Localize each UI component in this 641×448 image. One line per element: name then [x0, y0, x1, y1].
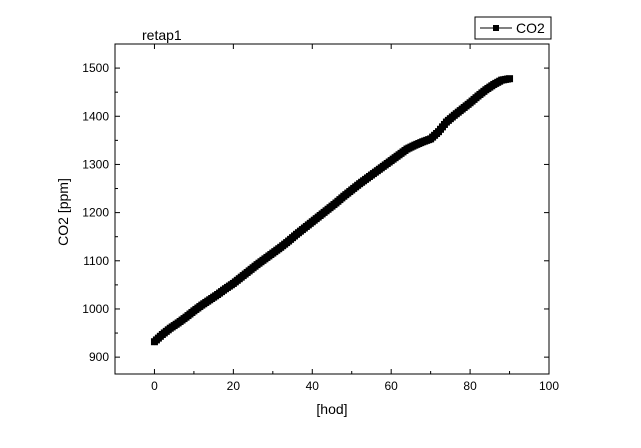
x-tick-label: 20 [227, 379, 241, 393]
data-point-dense [251, 262, 259, 270]
data-point-dense [306, 219, 314, 227]
data-point-dense [291, 232, 299, 240]
data-point-dense [283, 239, 291, 247]
data-point-dense [180, 315, 188, 323]
data-point-dense [346, 188, 354, 196]
data-point-dense [385, 158, 393, 166]
y-axis-title: CO2 [ppm] [55, 178, 71, 246]
x-tick-label: 40 [306, 379, 320, 393]
data-point-dense [212, 292, 220, 300]
data-point-dense [259, 256, 267, 264]
data-point-dense [433, 129, 441, 137]
data-point-dense [480, 87, 488, 95]
data-point-dense [164, 326, 172, 334]
x-axis: 0 20 40 60 80 100 [114, 44, 559, 393]
legend-marker [493, 25, 499, 31]
data-point-dense [464, 100, 472, 108]
data-point-dense [156, 332, 164, 340]
data-point-dense [409, 142, 417, 150]
x-tick-label: 80 [463, 379, 477, 393]
x-tick-label: 100 [539, 379, 559, 393]
data-point-dense [227, 281, 235, 289]
y-tick-label: 1400 [82, 109, 109, 123]
data-point-dense [354, 181, 362, 189]
data-point-dense [220, 286, 227, 294]
data-point-dense [330, 201, 338, 209]
data-point-dense [417, 139, 425, 147]
chart-title: retap1 [142, 27, 182, 43]
data-point-dense [196, 303, 204, 311]
data-point-dense [472, 94, 480, 102]
plot-frame [114, 43, 550, 375]
data-point-dense [456, 107, 464, 115]
y-tick-label: 1300 [82, 157, 109, 171]
data-point-dense [322, 207, 330, 215]
legend-box [474, 16, 552, 40]
data-point-dense [172, 320, 180, 328]
x-tick-label: 0 [151, 379, 158, 393]
legend-label-co2: CO2 [516, 20, 545, 36]
legend: CO2 [474, 16, 552, 40]
data-point-dense [504, 75, 512, 83]
data-point-dense [440, 120, 448, 128]
data-point-dense [488, 82, 496, 90]
data-point-dense [425, 136, 433, 144]
data-point-dense [235, 275, 243, 283]
data-point-dense [267, 251, 275, 259]
y-tick-label: 1000 [82, 302, 109, 316]
data-point-dense [496, 77, 504, 85]
data-point-dense [393, 152, 401, 160]
data-point-dense [362, 175, 370, 183]
data-point-dense [338, 194, 346, 202]
data-point-dense [377, 164, 385, 172]
data-point-dense [401, 146, 409, 154]
y-tick-label: 900 [89, 350, 109, 364]
data-point-dense [204, 297, 212, 305]
y-axis: 900 1000 1100 1200 1300 1400 1500 [82, 43, 549, 364]
data-point-dense [275, 245, 283, 253]
y-tick-label: 1200 [82, 206, 109, 220]
data-point-dense [314, 213, 322, 221]
y-tick-label: 1100 [83, 254, 109, 268]
data-point-dense [369, 170, 377, 178]
data-point-dense [243, 268, 251, 276]
series-co2 [150, 75, 514, 346]
data-point-dense [188, 308, 196, 316]
x-axis-title: [hod] [316, 401, 347, 417]
data-point-dense [448, 113, 456, 121]
x-tick-label: 60 [385, 379, 399, 393]
y-tick-label: 1500 [82, 61, 109, 75]
data-point-dense [298, 226, 306, 234]
